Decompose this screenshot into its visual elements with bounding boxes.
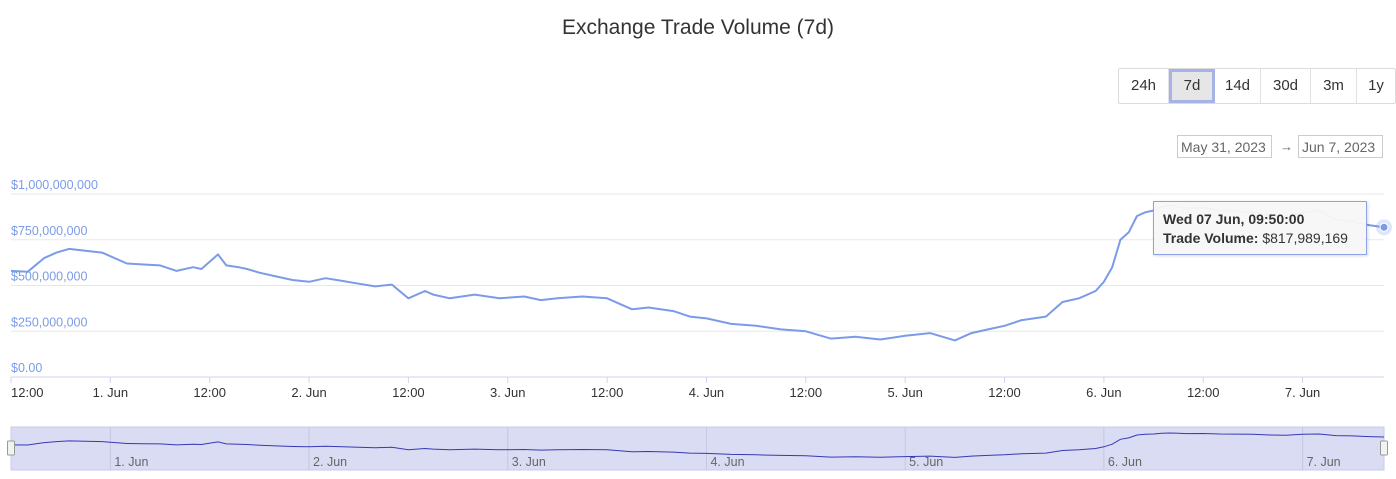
x-tick-label: 3. Jun bbox=[490, 385, 525, 400]
y-tick-label: $250,000,000 bbox=[11, 315, 88, 329]
range-button-14d[interactable]: 14d bbox=[1215, 69, 1261, 103]
data-tooltip: Wed 07 Jun, 09:50:00 Trade Volume: $817,… bbox=[1153, 201, 1367, 255]
date-to-input[interactable]: Jun 7, 2023 bbox=[1298, 135, 1383, 158]
navigator-line bbox=[10, 432, 1385, 458]
y-tick-label: $0.00 bbox=[11, 361, 42, 375]
x-tick-label: 12:00 bbox=[392, 385, 425, 400]
x-tick-label: 12:00 bbox=[790, 385, 823, 400]
navigator-handle-left bbox=[7, 440, 15, 456]
y-tick-label: $750,000,000 bbox=[11, 224, 88, 238]
x-tick-label: 4. Jun bbox=[689, 385, 724, 400]
x-tick-label: 12:00 bbox=[591, 385, 624, 400]
navigator-label: 2. Jun bbox=[313, 455, 347, 469]
range-button-3m[interactable]: 3m bbox=[1311, 69, 1357, 103]
tooltip-value: $817,989,169 bbox=[1262, 230, 1348, 246]
x-tick-label: 12:00 bbox=[988, 385, 1021, 400]
date-from-input[interactable]: May 31, 2023 bbox=[1177, 135, 1272, 158]
range-selector: 24h 7d 14d 30d 3m 1y bbox=[1118, 68, 1396, 104]
navigator-label: 6. Jun bbox=[1108, 455, 1142, 469]
date-range-arrow: → bbox=[1280, 139, 1293, 154]
navigator-label: 5. Jun bbox=[909, 455, 943, 469]
tooltip-label: Trade Volume: bbox=[1163, 230, 1259, 246]
x-tick-label: 5. Jun bbox=[887, 385, 922, 400]
x-tick-label: 1. Jun bbox=[93, 385, 128, 400]
y-tick-label: $500,000,000 bbox=[11, 270, 88, 284]
x-tick-label: 12:00 bbox=[11, 385, 44, 400]
hover-point bbox=[1379, 222, 1389, 232]
y-tick-label: $1,000,000,000 bbox=[11, 178, 98, 192]
navigator-handle-right bbox=[1380, 440, 1388, 456]
x-tick-label: 7. Jun bbox=[1285, 385, 1320, 400]
navigator-label: 3. Jun bbox=[512, 455, 546, 469]
navigator-label: 4. Jun bbox=[710, 455, 744, 469]
navigator-label: 1. Jun bbox=[114, 455, 148, 469]
range-button-30d[interactable]: 30d bbox=[1261, 69, 1311, 103]
navigator-label: 7. Jun bbox=[1307, 455, 1341, 469]
x-tick-label: 12:00 bbox=[193, 385, 226, 400]
tooltip-date: Wed 07 Jun, 09:50:00 bbox=[1163, 211, 1305, 227]
x-tick-label: 12:00 bbox=[1187, 385, 1220, 400]
range-button-1y[interactable]: 1y bbox=[1368, 77, 1384, 94]
chart-title: Exchange Trade Volume (7d) bbox=[562, 16, 834, 39]
x-tick-label: 6. Jun bbox=[1086, 385, 1121, 400]
x-tick-label: 2. Jun bbox=[291, 385, 326, 400]
range-button-24h[interactable]: 24h bbox=[1119, 69, 1169, 103]
range-button-7d[interactable]: 7d bbox=[1169, 69, 1215, 103]
